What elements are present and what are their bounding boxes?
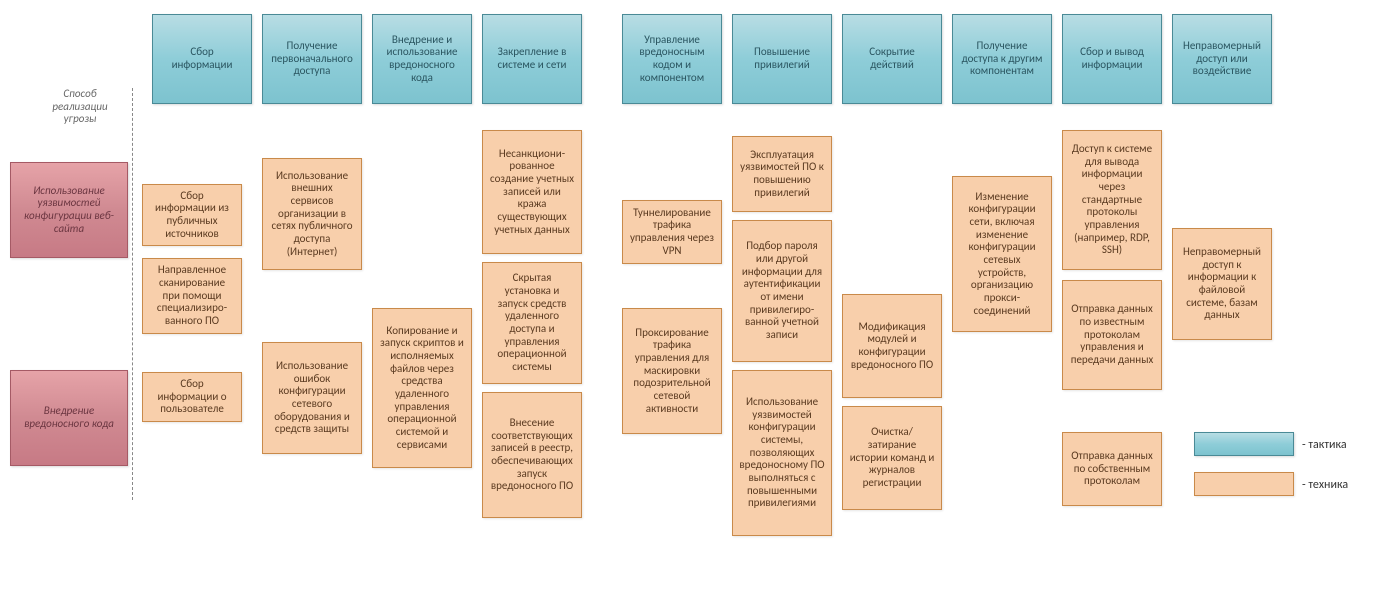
technique-box: Неправомер­ный доступ к информации к фай… <box>1172 228 1272 340</box>
tactic-header: Получение доступа к другим компонентам <box>952 14 1052 104</box>
dashed-separator <box>132 88 133 500</box>
technique-box: Сбор информации о пользователе <box>142 372 242 422</box>
technique-box: Модифика­ция модулей и конфигура­ции вре… <box>842 294 942 398</box>
legend-tactic-label: - тактика <box>1302 438 1347 452</box>
technique-box: Проксирование трафика управления для мас… <box>622 308 722 434</box>
technique-box: Использование уязвимостей конфигурации с… <box>732 370 832 536</box>
tactic-header: Неправомерный доступ или воздействие <box>1172 14 1272 104</box>
technique-box: Скрытая установка и запуск средств удале… <box>482 262 582 384</box>
tactic-header: Закрепление в системе и сети <box>482 14 582 104</box>
tactic-header: Повышение привилегий <box>732 14 832 104</box>
technique-box: Использование внешних сервисов организац… <box>262 158 362 270</box>
technique-box: Отправка данных по собственным протокола… <box>1062 432 1162 506</box>
legend-tactic-swatch <box>1194 432 1294 456</box>
tactic-header: Получение первоначаль­ного доступа <box>262 14 362 104</box>
threat-box: Внедрение вредоносного кода <box>10 370 128 466</box>
technique-box: Использование ошибок конфигурации сетево… <box>262 342 362 454</box>
tactic-header: Сбор и вывод информации <box>1062 14 1162 104</box>
legend-technique-swatch <box>1194 472 1294 496</box>
tactic-header: Внедрение и использование вредоносного к… <box>372 14 472 104</box>
technique-box: Туннелирова­ние трафика управления через… <box>622 200 722 264</box>
technique-box: Направленное сканирование при помощи спе… <box>142 258 242 334</box>
technique-box: Отправка данных по известным протоколам … <box>1062 280 1162 390</box>
technique-box: Доступ к системе для вывода информации ч… <box>1062 130 1162 270</box>
technique-box: Несанкциони­рованное создание учетных за… <box>482 130 582 254</box>
technique-box: Копирование и запуск скриптов и исполняе… <box>372 308 472 468</box>
tactic-header: Управление вредоносным кодом и компонент… <box>622 14 722 104</box>
tactic-header: Сбор информации <box>152 14 252 104</box>
technique-box: Эксплуатация уязвимостей ПО к повышению … <box>732 136 832 212</box>
technique-box: Сбор информации из публичных источников <box>142 184 242 246</box>
tactic-header: Сокрытие действий <box>842 14 942 104</box>
technique-box: Очистка/ затирание истории команд и журн… <box>842 406 942 510</box>
threat-box: Использование уязвимостей конфигурации в… <box>10 162 128 258</box>
technique-box: Подбор пароля или другой информации для … <box>732 220 832 362</box>
technique-box: Изменение конфигурации сети, включая изм… <box>952 176 1052 332</box>
technique-box: Внесение соответствую­щих записей в реес… <box>482 392 582 518</box>
legend-technique-label: - техника <box>1302 478 1348 492</box>
side-label: Способ реализации угрозы <box>40 88 120 132</box>
